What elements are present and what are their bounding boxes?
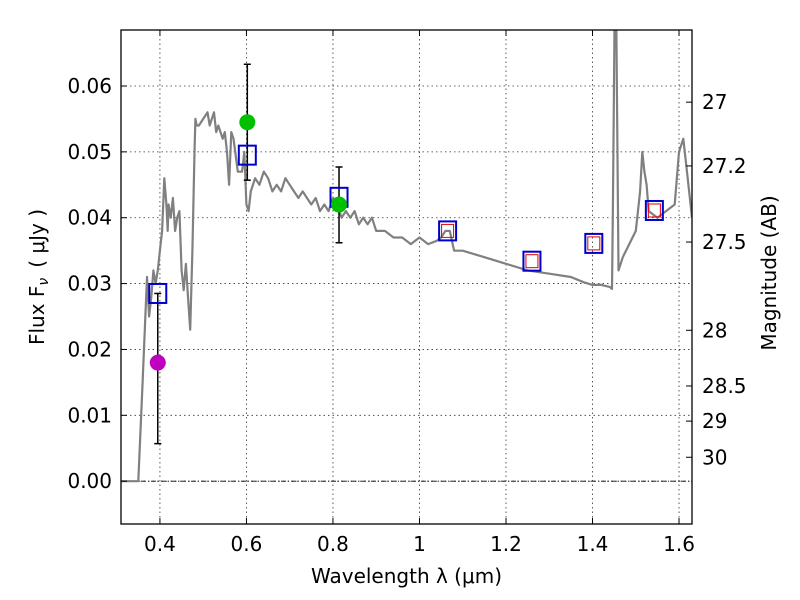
observed-photometry-square (441, 223, 455, 238)
y2-tick-label: 30 (702, 445, 727, 469)
model-square-layer (148, 144, 664, 304)
y2-tick-label: 29 (702, 409, 727, 433)
y-tick-label: 0.02 (67, 337, 112, 361)
observed-circle-layer (149, 114, 348, 371)
x-axis: 0.4 0.6 0.8 1 1.2 1.4 1.6 (144, 30, 695, 556)
y2-axis-label: Magnitude (AB) (757, 195, 781, 350)
x-tick-label: 0.6 (231, 532, 263, 556)
observed-photometry-square (587, 236, 601, 251)
y-tick-label: 0.06 (67, 74, 112, 98)
y-tick-label: 0.04 (67, 206, 112, 230)
grid (121, 30, 692, 524)
y2-tick-label: 28 (702, 318, 727, 342)
model-photometry-square (237, 144, 257, 166)
x-tick-label: 1 (413, 532, 426, 556)
model-spectrum-line (121, 30, 692, 483)
y2-axis: 27 27.2 27.5 28 28.5 29 30 (686, 90, 747, 469)
observed-point-magenta (149, 354, 166, 371)
model-photometry-square (148, 282, 168, 304)
x-axis-label: Wavelength λ (μm) (311, 564, 502, 588)
x-tick-label: 1.6 (663, 532, 695, 556)
y-axis-label-main: Flux F (25, 286, 49, 345)
model-photometry-square (522, 250, 542, 272)
x-tick-label: 0.8 (317, 532, 349, 556)
observed-photometry-square (647, 203, 661, 218)
x-tick-label: 0.4 (144, 532, 176, 556)
y2-tick-label: 27.5 (702, 230, 747, 254)
spectrum-layer (121, 30, 692, 483)
y-tick-label: 0.00 (67, 469, 112, 493)
y-tick-label: 0.03 (67, 272, 112, 296)
model-photometry-square (584, 232, 604, 254)
observed-point-green (331, 196, 348, 213)
observed-point-green (239, 114, 256, 131)
y2-tick-label: 28.5 (702, 374, 747, 398)
x-tick-label: 1.4 (577, 532, 609, 556)
y-axis-label: Flux Fν ( μJy ) (25, 209, 52, 345)
y2-tick-label: 27 (702, 90, 727, 114)
y-axis-label-unit: ( μJy ) (25, 209, 49, 268)
y-tick-label: 0.01 (67, 403, 112, 427)
y2-tick-label: 27.2 (702, 154, 747, 178)
x-tick-label: 1.2 (490, 532, 522, 556)
y-axis: 0.00 0.01 0.02 0.03 0.04 0.05 0.06 (67, 74, 127, 493)
observed-photometry-square (525, 254, 539, 269)
plot-frame (120, 29, 693, 525)
y-axis-label-subscript: ν (36, 278, 52, 286)
model-photometry-square (438, 220, 458, 242)
model-photometry-square (644, 199, 664, 221)
y-tick-label: 0.05 (67, 140, 112, 164)
